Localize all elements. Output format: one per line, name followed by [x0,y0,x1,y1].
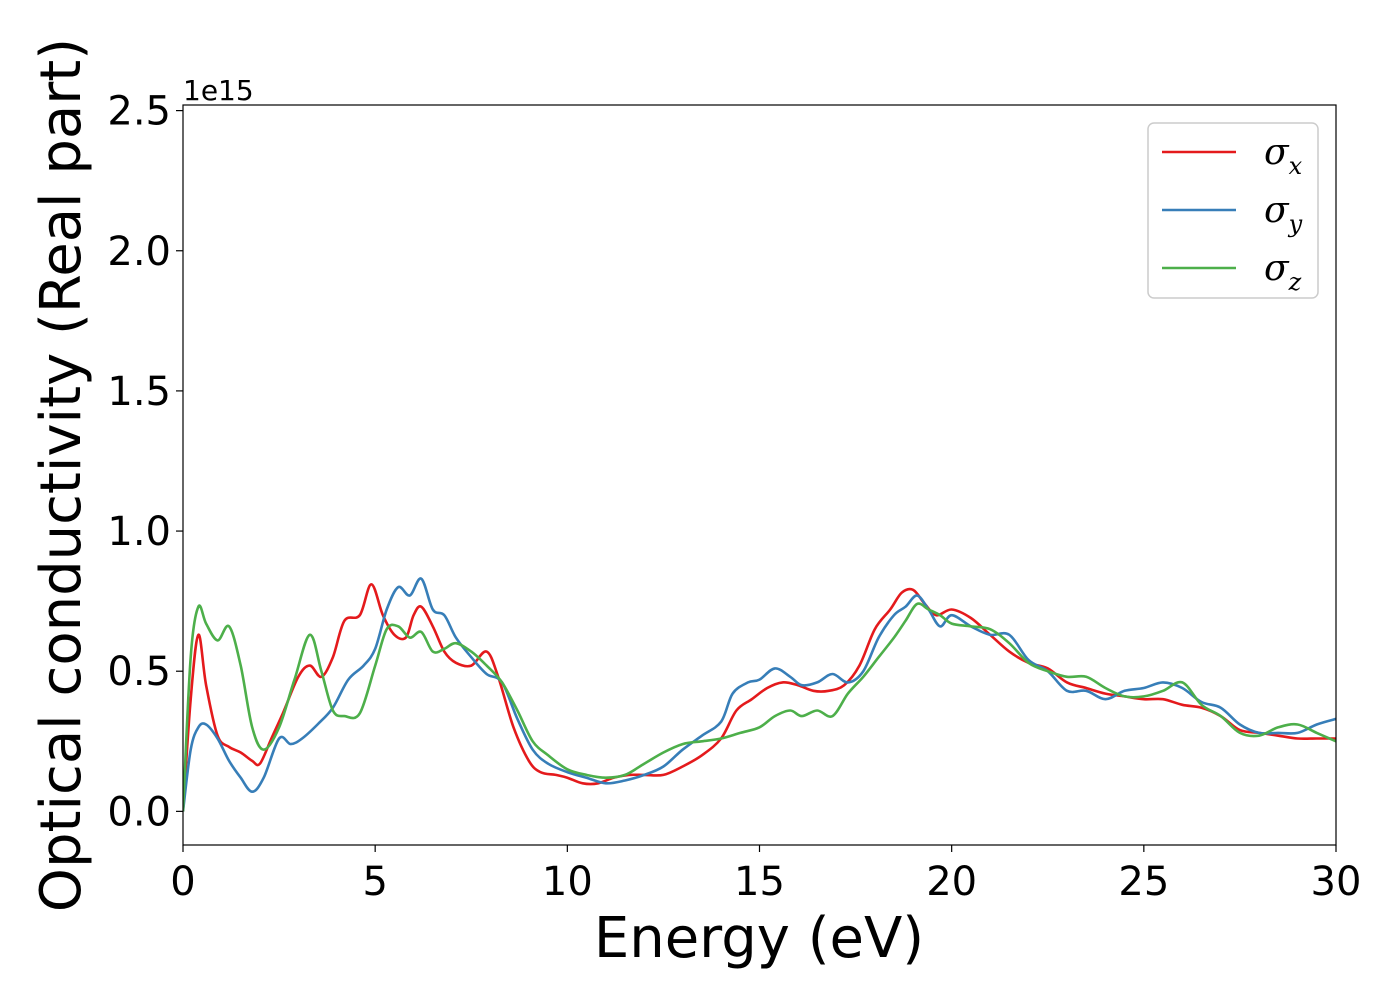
legend-label-base: σ [1264,190,1290,231]
y-tick-label: 0.5 [107,649,171,695]
y-tick-label: 1.5 [107,369,171,415]
y-tick-label: 1.0 [107,509,171,555]
x-tick-label: 20 [926,859,977,905]
series-line-sigma-z [183,602,1336,812]
x-tick-label: 10 [542,859,593,905]
legend-label-base: σ [1264,248,1290,289]
y-tick-label: 0.0 [107,789,171,835]
series-line-sigma-x [183,583,1336,812]
x-axis-label: Energy (eV) [594,906,924,971]
x-tick-label: 5 [362,859,387,905]
x-axis-ticks: 0 5 10 15 20 25 30 [170,845,1361,905]
series-line-sigma-y [183,577,1336,812]
y-tick-label: 2.5 [107,89,171,135]
legend-label-subscript: z [1288,268,1302,296]
series-layer [183,577,1336,812]
y-axis-ticks: 0.0 0.5 1.0 1.5 2.0 2.5 [107,89,183,835]
legend-label-sigma-z: σz [1264,248,1302,296]
x-tick-label: 0 [170,859,195,905]
y-offset-label: 1e15 [183,74,254,107]
legend-label-sigma-x: σx [1264,132,1303,180]
y-tick-label: 2.0 [107,229,171,275]
x-tick-label: 15 [734,859,785,905]
legend-label-base: σ [1264,132,1290,173]
legend-label-subscript: y [1288,210,1303,238]
legend-label-subscript: x [1289,152,1303,180]
plot-area [183,105,1336,845]
x-tick-label: 30 [1311,859,1362,905]
y-axis-label: Optical conductivity (Real part) [29,38,94,912]
x-tick-label: 25 [1118,859,1169,905]
legend-label-sigma-y: σy [1264,190,1303,238]
